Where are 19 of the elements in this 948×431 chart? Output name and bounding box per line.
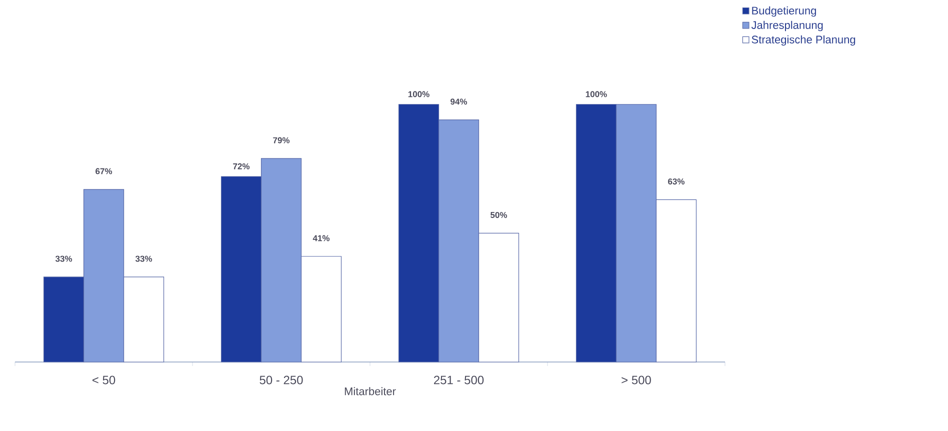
data-label: 33% (55, 256, 72, 262)
data-label: 33% (135, 256, 152, 262)
legend-label: Budgetierung (752, 6, 816, 17)
x-tick-label: < 50 (92, 376, 116, 384)
data-label: 94% (450, 98, 468, 105)
data-label: 100% (408, 91, 430, 98)
x-tick-label: 251 - 500 (434, 376, 484, 384)
data-label: 63% (668, 178, 685, 184)
data-label: 41% (312, 235, 330, 242)
data-label: 79% (273, 137, 290, 144)
x-tick-label: 50 - 250 (260, 376, 303, 384)
data-label: 67% (96, 168, 112, 174)
legend-label: Strategische Planung (752, 35, 856, 46)
x-tick-label: > 500 (622, 376, 651, 384)
legend-label: Jahresplanung (751, 20, 823, 32)
data-label: 50% (490, 212, 508, 218)
x-axis-title: Mitarbeiter (344, 387, 396, 396)
data-label: 72% (233, 163, 250, 170)
data-label: 100% (586, 91, 607, 98)
